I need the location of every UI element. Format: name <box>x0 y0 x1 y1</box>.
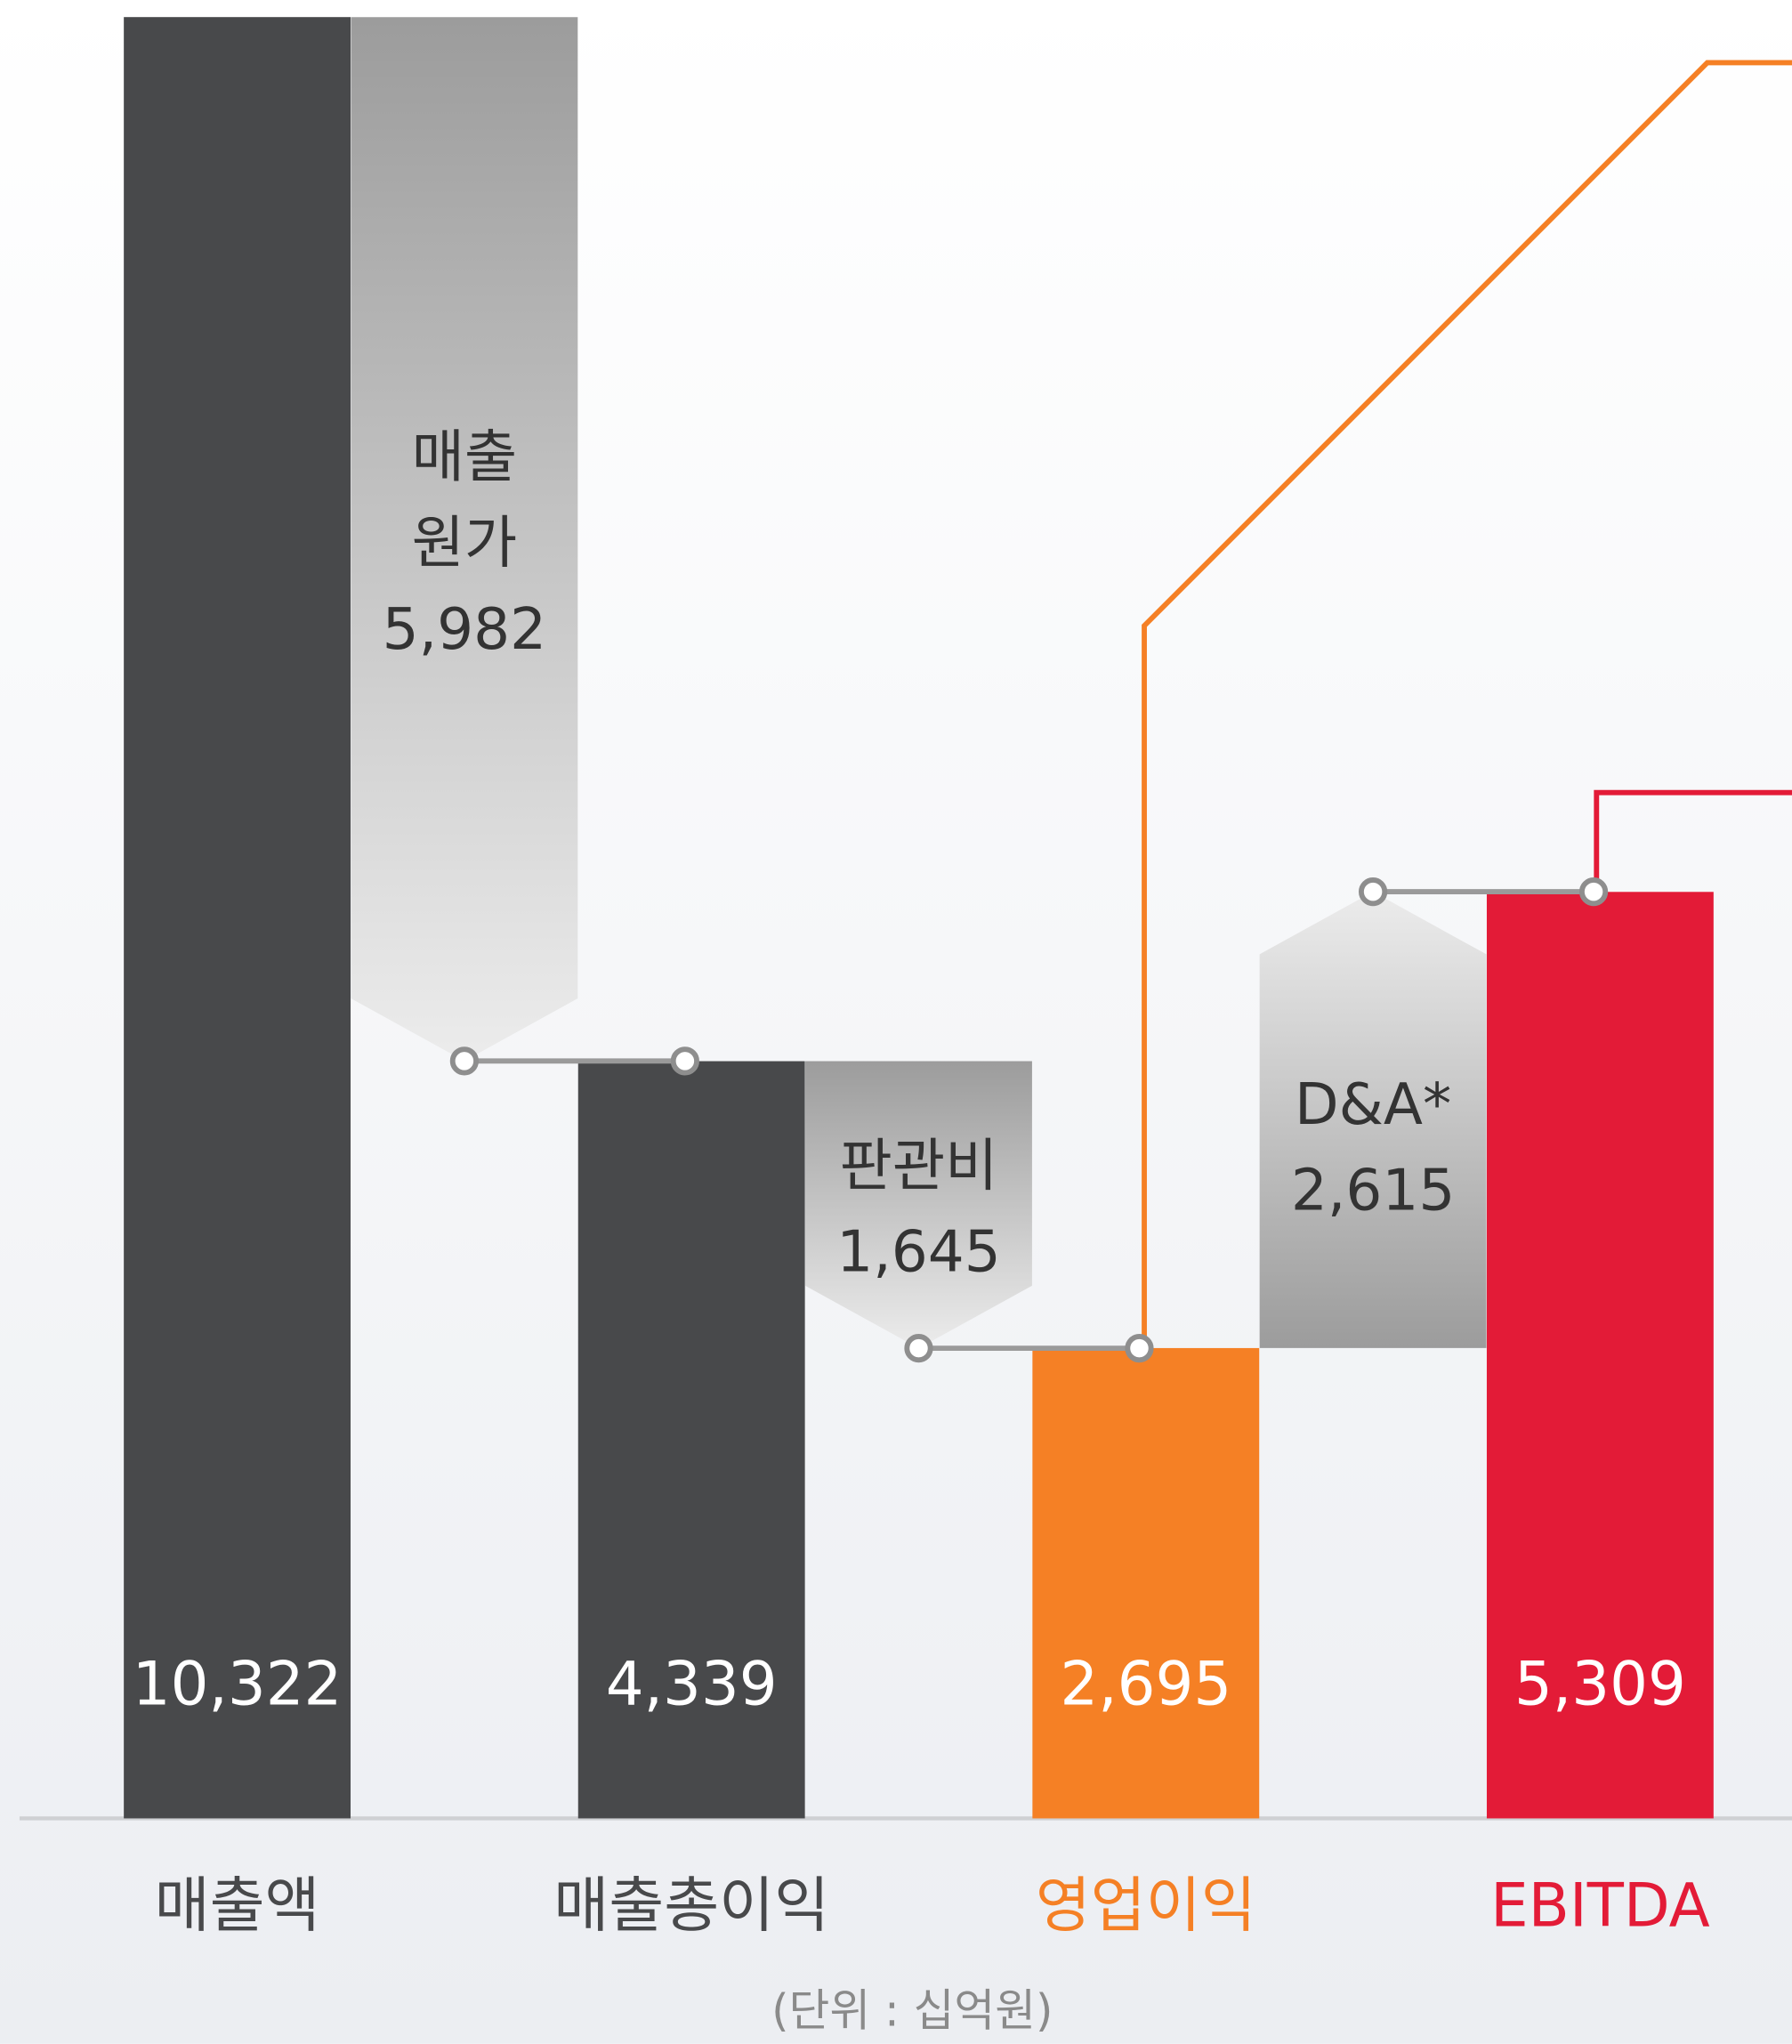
change-label: 판관비 <box>840 1133 998 1200</box>
change-label: 원가 <box>412 510 518 577</box>
bar <box>1486 892 1714 1819</box>
bar <box>577 1061 805 1819</box>
value-label: 2,695 <box>1060 1649 1231 1719</box>
change-value-label: 2,615 <box>1291 1158 1455 1224</box>
connector-dot <box>1578 877 1609 907</box>
x-tick-label: 매출액 <box>155 1870 320 1941</box>
bar <box>124 17 351 1819</box>
bar <box>1032 1347 1260 1819</box>
connector-dot <box>1358 877 1388 907</box>
connector-dot <box>670 1046 699 1076</box>
connector-dot <box>449 1046 479 1076</box>
change-bar <box>351 17 578 1062</box>
unit-note: (단위 : 십억원) <box>771 1985 1053 2037</box>
change-bar <box>1259 892 1487 1348</box>
change-value-label: 5,982 <box>383 596 546 663</box>
change-label: 매출 <box>412 424 518 490</box>
decor-line <box>1142 60 1792 1348</box>
value-label: 4,339 <box>606 1649 778 1719</box>
change-bar <box>805 1061 1032 1349</box>
value-label: 10,322 <box>133 1649 343 1719</box>
x-tick-label: EBITDA <box>1490 1870 1710 1941</box>
change-label: D&A* <box>1295 1071 1451 1138</box>
connector-dot <box>904 1334 933 1363</box>
value-label: 5,309 <box>1514 1649 1686 1719</box>
change-value-label: 1,645 <box>836 1219 1000 1286</box>
x-tick-label: 영업이익 <box>1036 1870 1256 1941</box>
connector-dot <box>1125 1334 1154 1363</box>
x-tick-label: 매출총이익 <box>553 1870 829 1941</box>
decor-line <box>1594 789 1792 896</box>
